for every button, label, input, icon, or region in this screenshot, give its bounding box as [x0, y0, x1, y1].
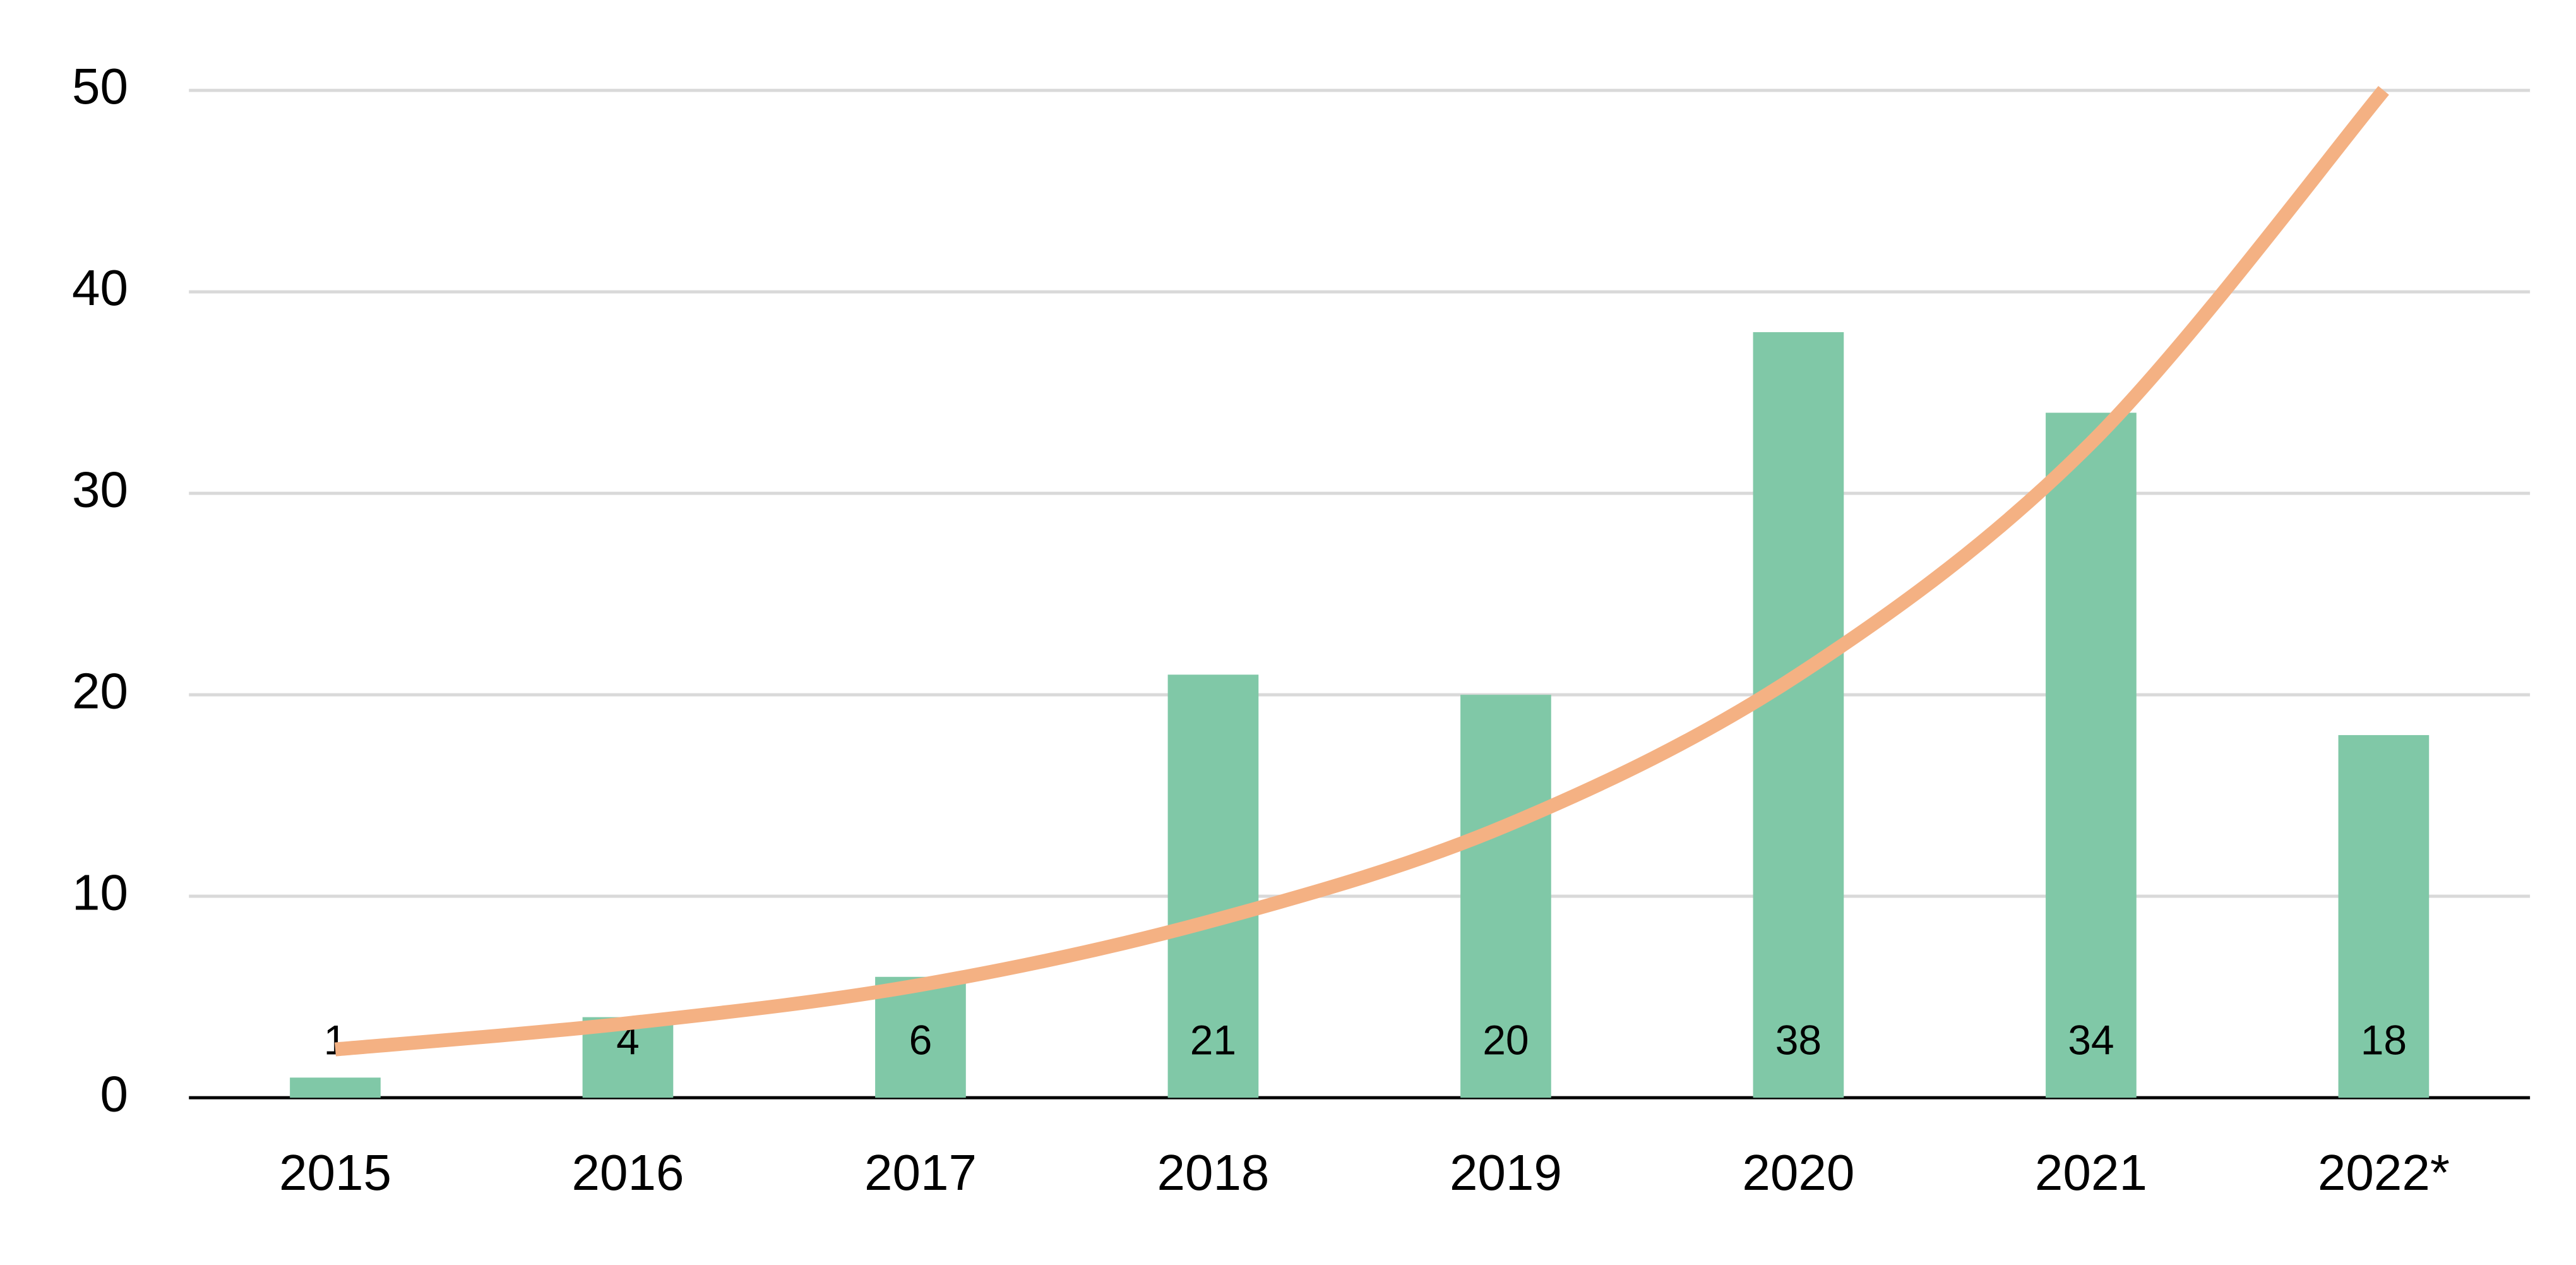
x-tick-label: 2018: [1157, 1144, 1269, 1201]
data-label: 18: [2361, 1017, 2407, 1064]
data-label: 6: [909, 1017, 933, 1064]
data-label: 21: [1190, 1017, 1236, 1064]
bar: [1460, 695, 1551, 1098]
data-label: 1: [324, 1017, 347, 1064]
x-tick-label: 2017: [864, 1144, 977, 1201]
data-label: 20: [1482, 1017, 1529, 1064]
data-label: 38: [1775, 1017, 1822, 1064]
y-tick-label: 30: [72, 461, 128, 517]
y-tick-label: 10: [72, 864, 128, 920]
bar: [2046, 412, 2137, 1098]
bar: [2338, 734, 2430, 1098]
x-tick-label: 2022*: [2318, 1144, 2450, 1201]
x-tick-label: 2015: [279, 1144, 391, 1201]
y-tick-label: 40: [72, 260, 128, 316]
x-tick-label: 2016: [571, 1144, 684, 1201]
bar: [290, 1077, 381, 1098]
trend-line: [334, 86, 2389, 1057]
x-tick-label: 2019: [1450, 1144, 1562, 1201]
y-tick-label: 0: [100, 1065, 128, 1122]
bar: [1753, 332, 1844, 1098]
y-tick-label: 50: [72, 58, 128, 114]
x-tick-label: 2020: [1742, 1144, 1854, 1201]
data-label: 34: [2068, 1017, 2114, 1064]
x-tick-label: 2021: [2035, 1144, 2147, 1201]
bar: [1167, 674, 1259, 1098]
y-tick-label: 20: [72, 662, 128, 719]
